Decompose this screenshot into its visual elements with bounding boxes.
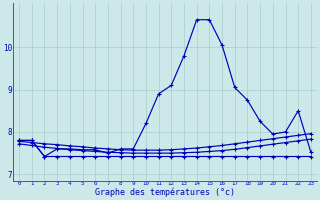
X-axis label: Graphe des températures (°c): Graphe des températures (°c) (95, 188, 235, 197)
